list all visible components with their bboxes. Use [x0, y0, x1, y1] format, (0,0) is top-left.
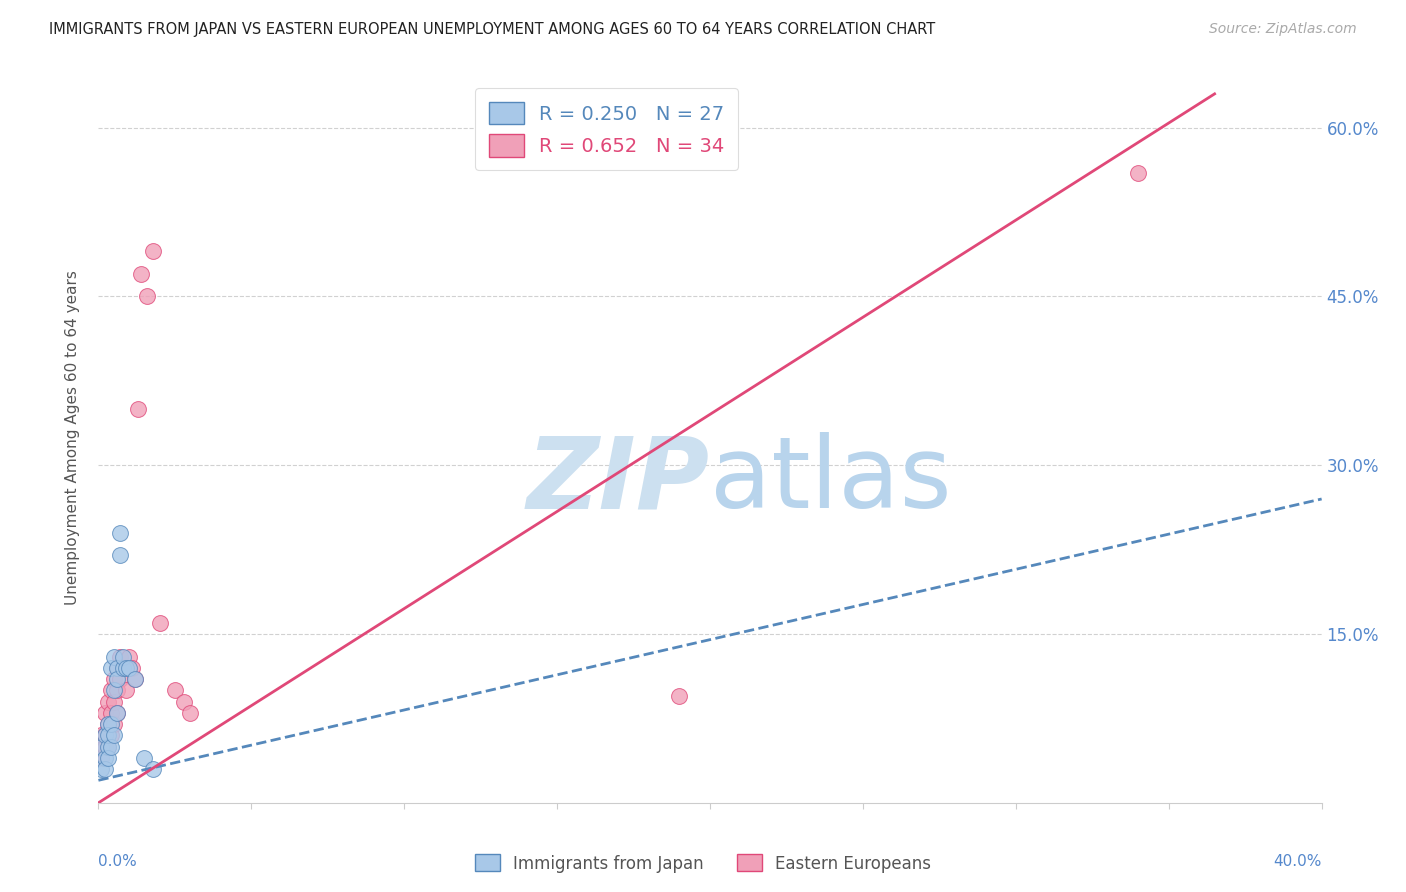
Point	[136, 289, 159, 303]
Legend: R = 0.250   N = 27, R = 0.652   N = 34: R = 0.250 N = 27, R = 0.652 N = 34	[475, 88, 738, 170]
Point	[173, 694, 195, 708]
Point	[668, 689, 690, 703]
Point	[142, 762, 165, 776]
Point	[105, 661, 128, 675]
Point	[108, 548, 131, 562]
Point	[100, 661, 122, 675]
Point	[103, 683, 125, 698]
Point	[118, 649, 141, 664]
Text: ZIP: ZIP	[527, 433, 710, 530]
Point	[105, 706, 128, 720]
Point	[93, 751, 115, 765]
Point	[103, 694, 125, 708]
Point	[103, 717, 125, 731]
Point	[105, 706, 128, 720]
Point	[97, 728, 120, 742]
Text: Source: ZipAtlas.com: Source: ZipAtlas.com	[1209, 22, 1357, 37]
Point	[103, 649, 125, 664]
Point	[100, 739, 122, 754]
Point	[97, 717, 120, 731]
Point	[129, 267, 152, 281]
Point	[93, 706, 115, 720]
Point	[97, 739, 120, 754]
Point	[105, 661, 128, 675]
Point	[90, 762, 112, 776]
Point	[100, 683, 122, 698]
Point	[124, 672, 146, 686]
Point	[124, 672, 146, 686]
Point	[93, 728, 115, 742]
Point	[105, 672, 128, 686]
Point	[97, 694, 120, 708]
Point	[118, 661, 141, 675]
Text: 40.0%: 40.0%	[1274, 854, 1322, 869]
Point	[100, 706, 122, 720]
Point	[108, 672, 131, 686]
Point	[90, 739, 112, 754]
Point	[179, 706, 201, 720]
Point	[134, 751, 156, 765]
Legend: Immigrants from Japan, Eastern Europeans: Immigrants from Japan, Eastern Europeans	[468, 847, 938, 880]
Point	[97, 751, 120, 765]
Point	[108, 649, 131, 664]
Point	[111, 661, 134, 675]
Point	[103, 672, 125, 686]
Y-axis label: Unemployment Among Ages 60 to 64 years: Unemployment Among Ages 60 to 64 years	[65, 269, 80, 605]
Point	[97, 717, 120, 731]
Point	[93, 739, 115, 754]
Point	[111, 661, 134, 675]
Point	[90, 728, 112, 742]
Point	[115, 683, 138, 698]
Point	[100, 717, 122, 731]
Text: IMMIGRANTS FROM JAPAN VS EASTERN EUROPEAN UNEMPLOYMENT AMONG AGES 60 TO 64 YEARS: IMMIGRANTS FROM JAPAN VS EASTERN EUROPEA…	[49, 22, 935, 37]
Point	[93, 728, 115, 742]
Point	[127, 401, 149, 416]
Point	[93, 762, 115, 776]
Point	[149, 615, 172, 630]
Point	[111, 649, 134, 664]
Point	[1128, 166, 1150, 180]
Point	[163, 683, 186, 698]
Point	[121, 661, 143, 675]
Point	[108, 525, 131, 540]
Point	[115, 661, 138, 675]
Text: atlas: atlas	[710, 433, 952, 530]
Point	[103, 728, 125, 742]
Point	[97, 739, 120, 754]
Point	[142, 244, 165, 259]
Point	[90, 751, 112, 765]
Point	[105, 683, 128, 698]
Text: 0.0%: 0.0%	[98, 854, 138, 869]
Point	[100, 728, 122, 742]
